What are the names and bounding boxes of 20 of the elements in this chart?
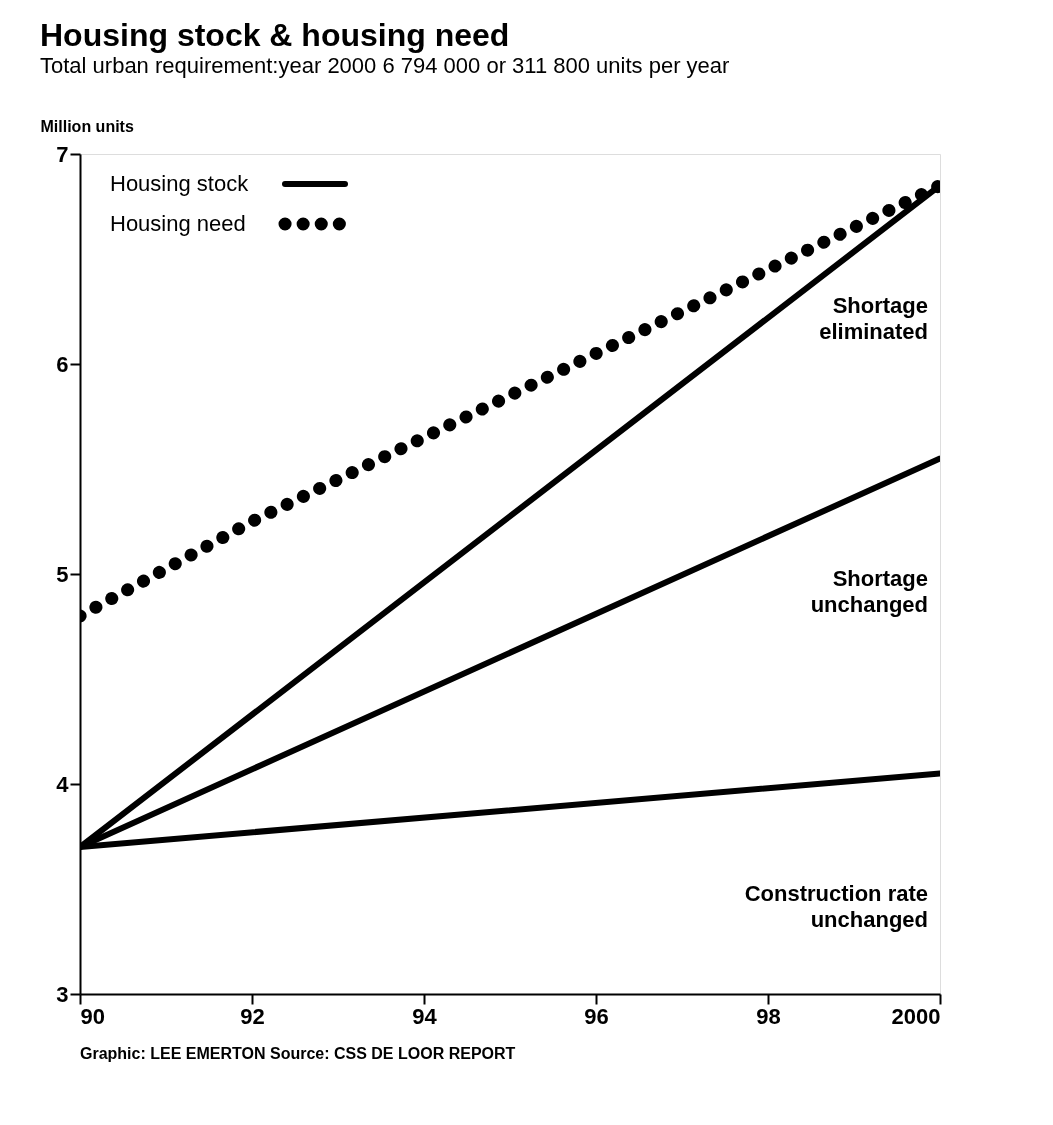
y-tick-label: 3 xyxy=(56,981,69,1007)
annotation: Shortage eliminated xyxy=(819,292,928,344)
x-tick-label: 90 xyxy=(80,1003,105,1029)
legend-label: Housing stock xyxy=(110,171,250,196)
y-tick-label: 7 xyxy=(56,141,69,167)
x-tick-label: 98 xyxy=(756,1003,781,1029)
y-tick-label: 4 xyxy=(56,771,70,797)
annotation: Shortage unchanged xyxy=(810,565,928,617)
chart-title: Housing stock & housing need xyxy=(40,17,510,53)
x-tick-label: 94 xyxy=(412,1003,438,1029)
x-tick-label: 2000 xyxy=(891,1003,941,1029)
text: Graphic: LEE EMERTON Source: CSS DE LOOR REPORT xyxy=(80,1045,516,1062)
legend-label: Housing need xyxy=(110,211,246,236)
chart-subtitle: Total urban requirement:year 2000 6 794 000 or 311 800 units per year xyxy=(40,53,730,78)
y-tick-label: 5 xyxy=(56,561,69,587)
y-tick-label: 6 xyxy=(56,351,69,377)
y-axis-title: Million units xyxy=(40,117,134,135)
x-tick-label: 92 xyxy=(240,1003,265,1029)
annotation: Construction rate unchanged xyxy=(744,880,928,932)
x-tick-label: 96 xyxy=(584,1003,609,1029)
